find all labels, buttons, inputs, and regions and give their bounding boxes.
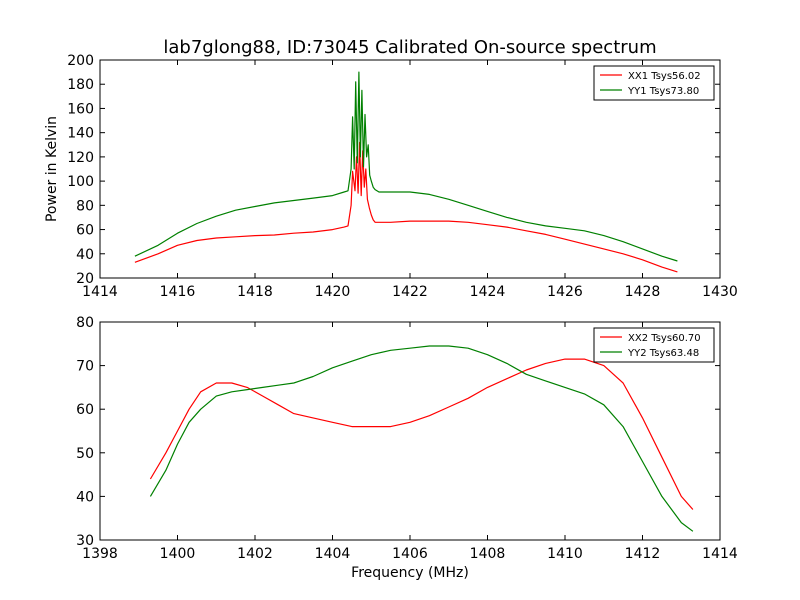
legend-label: XX2 Tsys60.70 (628, 333, 701, 344)
x-tick-label: 1420 (315, 284, 351, 300)
x-tick-label: 1414 (82, 284, 118, 300)
x-tick-label: 1408 (470, 546, 506, 562)
x-tick-label: 1410 (547, 546, 583, 562)
y-tick-label: 30 (76, 533, 94, 549)
y-tick-label: 120 (67, 150, 94, 166)
y-tick-label: 40 (76, 489, 94, 505)
series-line-xx (134, 141, 678, 273)
legend-label: YY2 Tsys63.48 (627, 348, 699, 359)
top-plot-panel: 1414 1416 1418 1420 1422 1424 1426 1428 1430 20 40… (44, 53, 738, 300)
y-tick-label: 160 (67, 101, 94, 117)
y-tick-label: 20 (76, 271, 94, 287)
x-tick-label: 1422 (392, 284, 428, 300)
y-axis-label: Power in Kelvin (44, 116, 60, 222)
legend-label: YY1 Tsys73.80 (627, 86, 699, 97)
chart-title: lab7glong88, ID:73045 Calibrated On-sour… (163, 37, 656, 58)
x-tick-label: 1428 (625, 284, 661, 300)
x-tick-label: 1416 (160, 284, 196, 300)
legend-label: XX1 Tsys56.02 (628, 71, 701, 82)
y-tick-label: 60 (76, 223, 94, 239)
y-tick-label: 80 (76, 315, 94, 331)
y-tick-label: 140 (67, 126, 94, 142)
y-tick-label: 50 (76, 446, 94, 462)
legend: XX2 Tsys60.70 YY2 Tsys63.48 (593, 327, 715, 363)
series-line-yy (149, 345, 694, 532)
y-tick-label: 180 (67, 77, 94, 93)
y-tick-label: 100 (67, 174, 94, 190)
x-tick-label: 1398 (82, 546, 118, 562)
x-tick-label: 1402 (237, 546, 273, 562)
x-axis-label: Frequency (MHz) (351, 565, 469, 581)
y-tick-label: 60 (76, 402, 94, 418)
x-tick-label: 1414 (702, 546, 738, 562)
y-tick-label: 80 (76, 198, 94, 214)
x-tick-label: 1412 (625, 546, 661, 562)
legend-box (593, 327, 715, 363)
legend: XX1 Tsys56.02 YY1 Tsys73.80 (593, 65, 715, 101)
y-tick-label: 70 (76, 359, 94, 375)
x-tick-label: 1426 (547, 284, 583, 300)
x-tick-label: 1406 (392, 546, 428, 562)
legend-box (593, 65, 715, 101)
y-tick-label: 40 (76, 247, 94, 263)
x-tick-label: 1424 (470, 284, 506, 300)
x-tick-label: 1418 (237, 284, 273, 300)
series-line-yy (134, 71, 678, 262)
x-tick-label: 1430 (702, 284, 738, 300)
y-tick-label: 200 (67, 53, 94, 69)
x-tick-label: 1404 (315, 546, 351, 562)
series-line-xx (149, 358, 694, 510)
bottom-plot-panel: 1398 1400 1402 1404 1406 1408 1410 1412 1414 30 40… (76, 315, 738, 581)
x-tick-label: 1400 (160, 546, 196, 562)
